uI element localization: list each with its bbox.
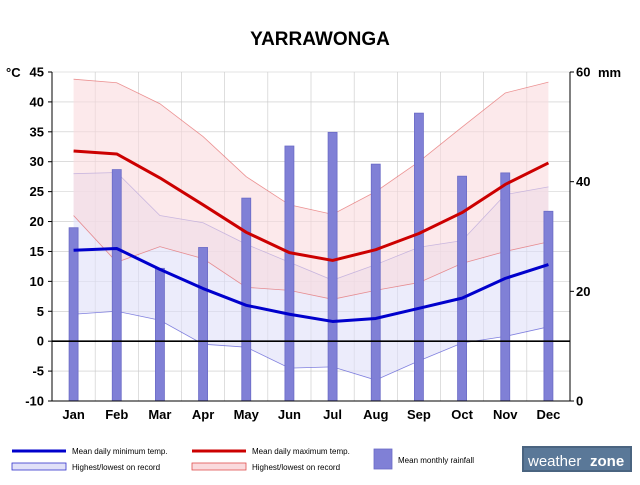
right-axis-unit: mm <box>598 65 621 80</box>
month-label-jun: Jun <box>278 407 301 422</box>
right-tick-label: 60 <box>576 65 590 80</box>
legend-record-blue-label: Highest/lowest on record <box>72 463 160 472</box>
month-label-apr: Apr <box>192 407 214 422</box>
month-label-dec: Dec <box>536 407 560 422</box>
rainfall-bar-jun <box>284 145 295 402</box>
min-temp-line <box>73 246 549 323</box>
left-axis-unit: °C <box>6 65 21 80</box>
legend: Mean daily minimum temp. Mean daily maxi… <box>11 447 474 472</box>
legend-rain-label: Mean monthly rainfall <box>398 456 474 465</box>
weatherzone-logo: weather zone <box>522 446 632 472</box>
left-tick-label: -5 <box>32 364 44 379</box>
left-tick-label: 5 <box>37 304 44 319</box>
legend-record-blue-swatch <box>11 462 67 471</box>
record-high-line <box>73 78 549 215</box>
rainfall-bar-feb <box>111 169 122 402</box>
rainfall-bar-jan <box>68 227 79 402</box>
max-temp-line <box>73 149 550 262</box>
legend-record-red-label: Highest/lowest on record <box>252 463 340 472</box>
left-tick-label: -10 <box>25 394 44 409</box>
month-label-sep: Sep <box>407 407 431 422</box>
rainfall-bar-apr <box>198 247 208 402</box>
left-tick-label: 10 <box>30 274 44 289</box>
rainfall-bar-mar <box>155 267 165 402</box>
logo-text-weather: weather <box>527 453 581 470</box>
rainfall-bar-aug <box>370 163 381 402</box>
left-tick-label: 30 <box>30 154 44 169</box>
rainfall-bar-nov <box>500 172 511 402</box>
chart-title: YARRAWONGA <box>250 29 390 50</box>
left-tick-label: 40 <box>30 94 44 109</box>
month-label-jul: Jul <box>323 407 342 422</box>
month-label-nov: Nov <box>493 407 518 422</box>
left-tick-label: 15 <box>30 244 44 259</box>
right-tick-label: 40 <box>576 174 590 189</box>
record-band-red <box>73 79 549 300</box>
month-label-jan: Jan <box>62 407 84 422</box>
legend-record-red-swatch <box>191 462 247 471</box>
logo-inner <box>524 448 630 470</box>
month-label-aug: Aug <box>363 407 388 422</box>
left-tick-label: 20 <box>30 214 44 229</box>
left-tick-label: 0 <box>37 334 44 349</box>
legend-max-label: Mean daily maximum temp. <box>252 447 350 456</box>
axes: 45 40 35 30 25 20 15 10 5 0 -5 -10 60 40 20 0 Jan Feb Mar A… <box>25 65 590 423</box>
rainfall-bar-sep <box>414 112 424 402</box>
logo-text-zone: zone <box>590 453 624 470</box>
right-tick-label: 20 <box>576 284 590 299</box>
left-tick-label: 45 <box>30 65 44 80</box>
month-label-oct: Oct <box>451 407 473 422</box>
right-tick-label: 0 <box>576 394 583 409</box>
rainfall-bar-jul <box>327 131 338 402</box>
left-tick-label: 35 <box>30 124 44 139</box>
month-label-mar: Mar <box>148 407 171 422</box>
legend-rain-swatch <box>373 448 393 470</box>
rainfall-bar-dec <box>543 210 554 402</box>
month-label-may: May <box>234 407 260 422</box>
plot-area <box>51 71 571 402</box>
record-low-line <box>73 215 549 300</box>
legend-min-label: Mean daily minimum temp. <box>72 447 168 456</box>
month-label-feb: Feb <box>105 407 128 422</box>
left-tick-label: 25 <box>30 184 44 199</box>
